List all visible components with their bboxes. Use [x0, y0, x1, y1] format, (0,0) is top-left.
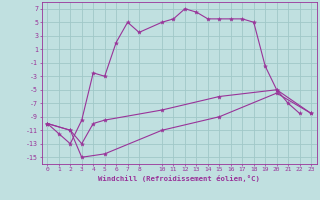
X-axis label: Windchill (Refroidissement éolien,°C): Windchill (Refroidissement éolien,°C) [98, 175, 260, 182]
